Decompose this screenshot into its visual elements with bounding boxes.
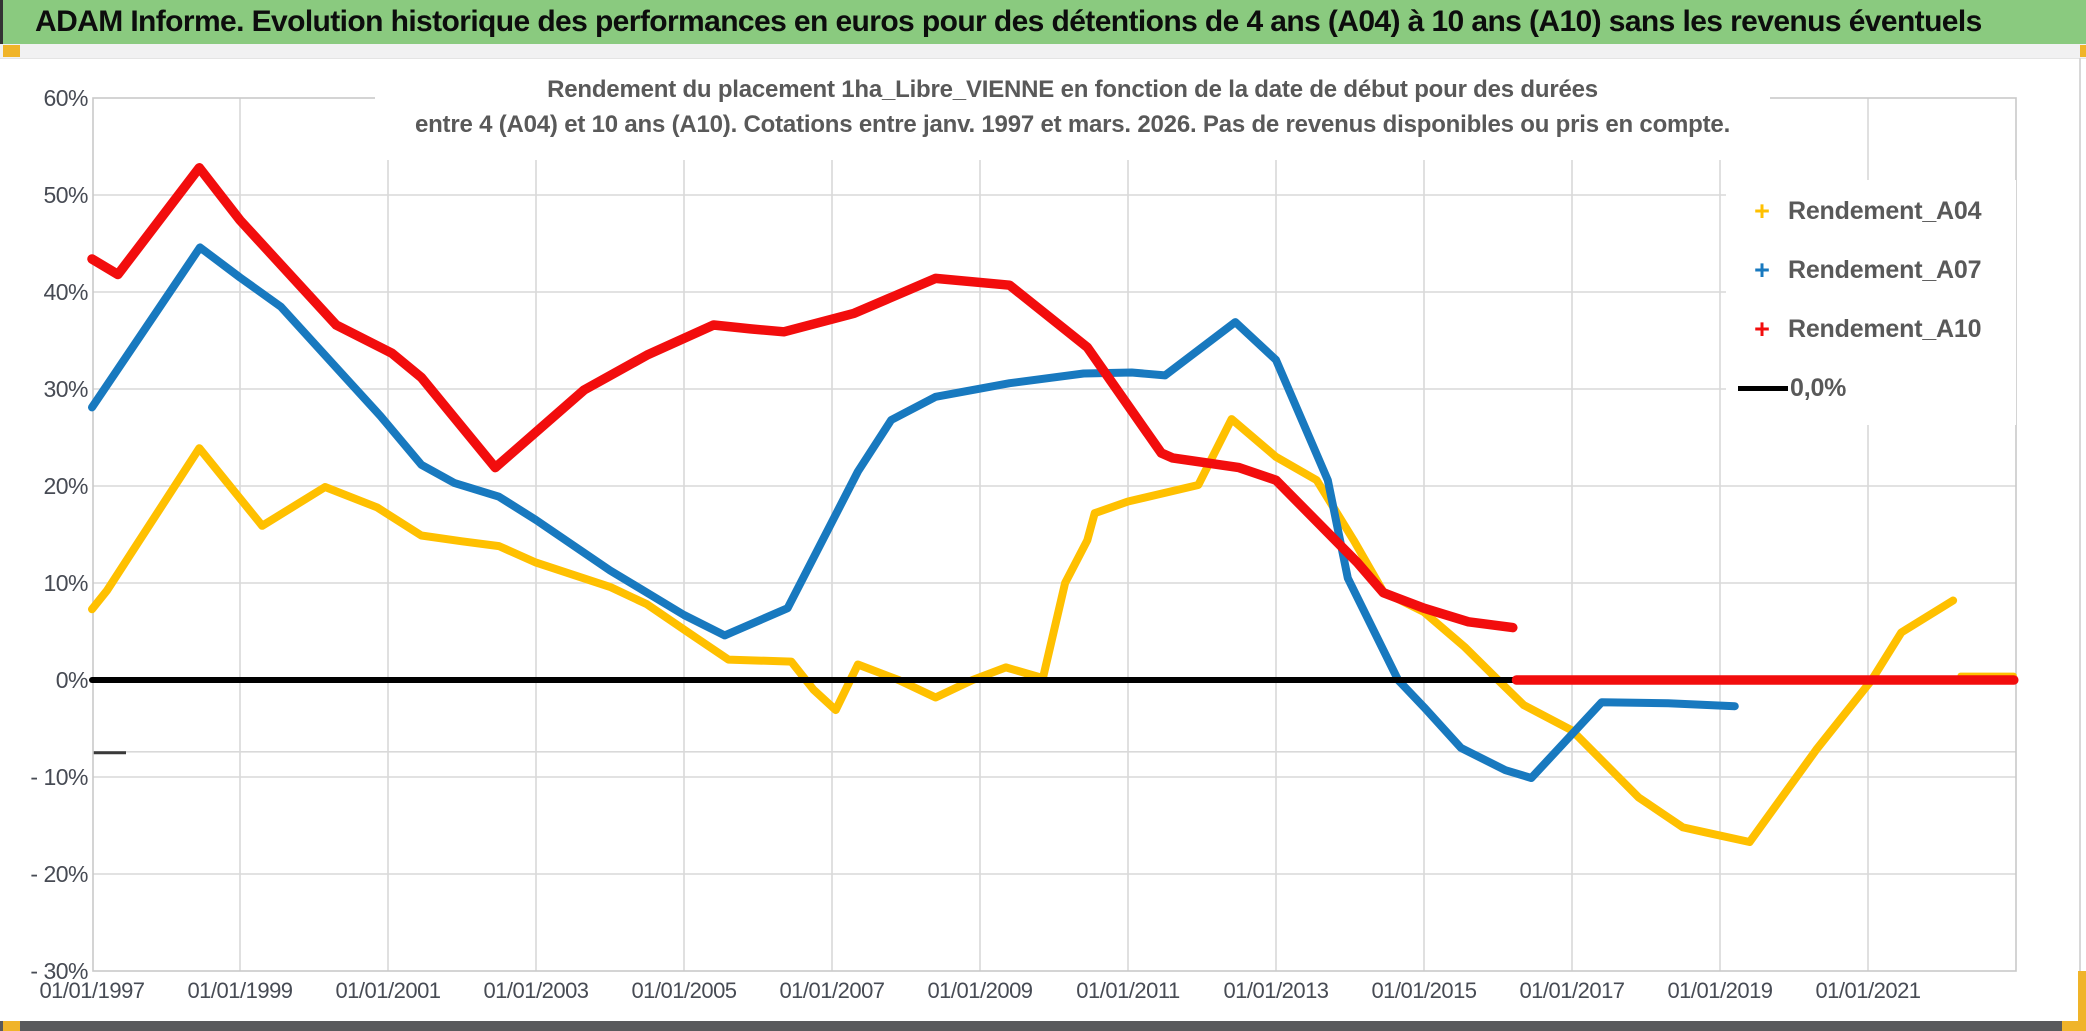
y-axis-label: - 30% bbox=[30, 958, 88, 984]
series-rendement-a04 bbox=[88, 415, 1958, 846]
legend-item-zero-line[interactable]: 0,0% bbox=[1726, 373, 2016, 407]
y-axis-label: 0% bbox=[55, 667, 89, 693]
y-axis-label: - 20% bbox=[30, 861, 88, 887]
series-rendement-a10 bbox=[87, 163, 1518, 633]
x-axis-label: 01/01/2019 bbox=[1667, 978, 1773, 1003]
page-title: ADAM Informe. Evolution historique des p… bbox=[35, 5, 1982, 38]
legend-label: 0,0% bbox=[1790, 374, 1847, 402]
legend-item-rendement-a04[interactable]: + Rendement_A04 bbox=[1726, 196, 2016, 230]
gold-frame-top-left bbox=[3, 45, 20, 57]
gold-frame-bottom-right bbox=[2062, 1021, 2086, 1031]
sheet-header-cell[interactable]: ADAM Informe. Evolution historique des p… bbox=[0, 0, 2086, 44]
plus-marker-icon: + bbox=[1754, 314, 1770, 344]
y-axis-label: 10% bbox=[43, 570, 88, 596]
x-axis-label: 01/01/2001 bbox=[335, 978, 441, 1003]
legend-item-rendement-a07[interactable]: + Rendement_A07 bbox=[1726, 255, 2016, 289]
series-rendement-a07 bbox=[88, 243, 1739, 782]
gold-frame-right bbox=[2078, 971, 2086, 1021]
x-axis-label: 01/01/1999 bbox=[187, 978, 293, 1003]
legend-label: Rendement_A07 bbox=[1788, 256, 1982, 284]
y-axis-label: 50% bbox=[43, 182, 88, 208]
x-axis-label: 01/01/2017 bbox=[1519, 978, 1625, 1003]
black-line-icon bbox=[1738, 386, 1788, 391]
sheet-row-strip bbox=[0, 44, 2086, 59]
x-axis-label: 01/01/2021 bbox=[1815, 978, 1921, 1003]
x-axis-label: 01/01/1997 bbox=[39, 978, 145, 1003]
bottom-bar bbox=[0, 1021, 2086, 1031]
legend-label: Rendement_A04 bbox=[1788, 197, 1982, 225]
x-axis-label: 01/01/2013 bbox=[1223, 978, 1329, 1003]
x-axis-label: 01/01/2011 bbox=[1076, 978, 1180, 1003]
y-axis-label: 60% bbox=[43, 85, 88, 111]
x-axis-label: 01/01/2015 bbox=[1371, 978, 1477, 1003]
x-axis-label: 01/01/2003 bbox=[483, 978, 589, 1003]
chart-legend: + Rendement_A04 + Rendement_A07 + Rendem… bbox=[1726, 180, 2016, 425]
legend-item-rendement-a10[interactable]: + Rendement_A10 bbox=[1726, 314, 2016, 348]
chart-title-line1: Rendement du placement 1ha_Libre_VIENNE … bbox=[547, 76, 1598, 103]
chart-title: Rendement du placement 1ha_Libre_VIENNE … bbox=[375, 62, 1770, 160]
y-axis-label: 30% bbox=[43, 376, 88, 402]
chart-title-line2: entre 4 (A04) et 10 ans (A10). Cotations… bbox=[414, 111, 1731, 138]
x-axis-label: 01/01/2005 bbox=[631, 978, 737, 1003]
sheet-right-border bbox=[2079, 58, 2081, 1021]
gold-frame-bottom-left bbox=[3, 1021, 20, 1031]
plus-marker-icon: + bbox=[1754, 255, 1770, 285]
y-axis-label: - 10% bbox=[30, 764, 88, 790]
legend-label: Rendement_A10 bbox=[1788, 315, 1982, 343]
x-axis-label: 01/01/2007 bbox=[779, 978, 885, 1003]
y-axis-label: 40% bbox=[43, 279, 88, 305]
y-axis-label: 20% bbox=[43, 473, 88, 499]
plus-marker-icon: + bbox=[1754, 196, 1770, 226]
x-axis-label: 01/01/2009 bbox=[927, 978, 1033, 1003]
gold-frame-top-right bbox=[2080, 45, 2086, 57]
